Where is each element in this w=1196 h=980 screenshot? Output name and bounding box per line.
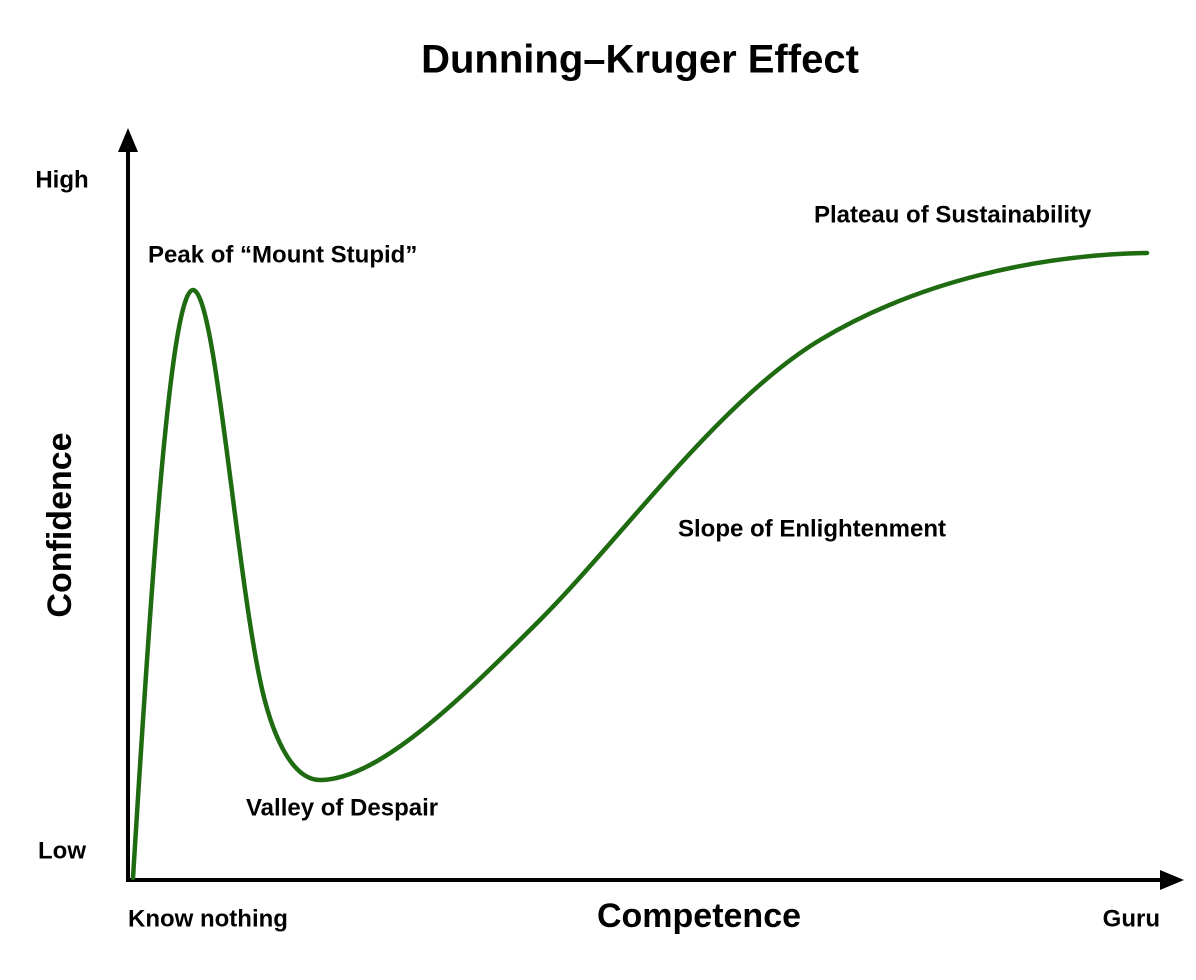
x-end: Guru <box>1103 905 1160 932</box>
y-axis-arrow <box>118 128 138 152</box>
annotation: Peak of “Mount Stupid” <box>148 241 417 268</box>
y-axis-label: Confidence <box>41 432 79 617</box>
title: Dunning–Kruger Effect <box>421 38 859 82</box>
y-high: High <box>35 166 88 193</box>
curve <box>130 250 1150 881</box>
annotation: Slope of Enlightenment <box>678 515 946 542</box>
x-start: Know nothing <box>128 905 288 932</box>
y-low: Low <box>38 837 86 864</box>
x-axis-arrow <box>1160 870 1184 890</box>
x-axis-label: Competence <box>597 897 801 935</box>
annotation: Plateau of Sustainability <box>814 201 1092 228</box>
annotation: Valley of Despair <box>246 794 438 821</box>
